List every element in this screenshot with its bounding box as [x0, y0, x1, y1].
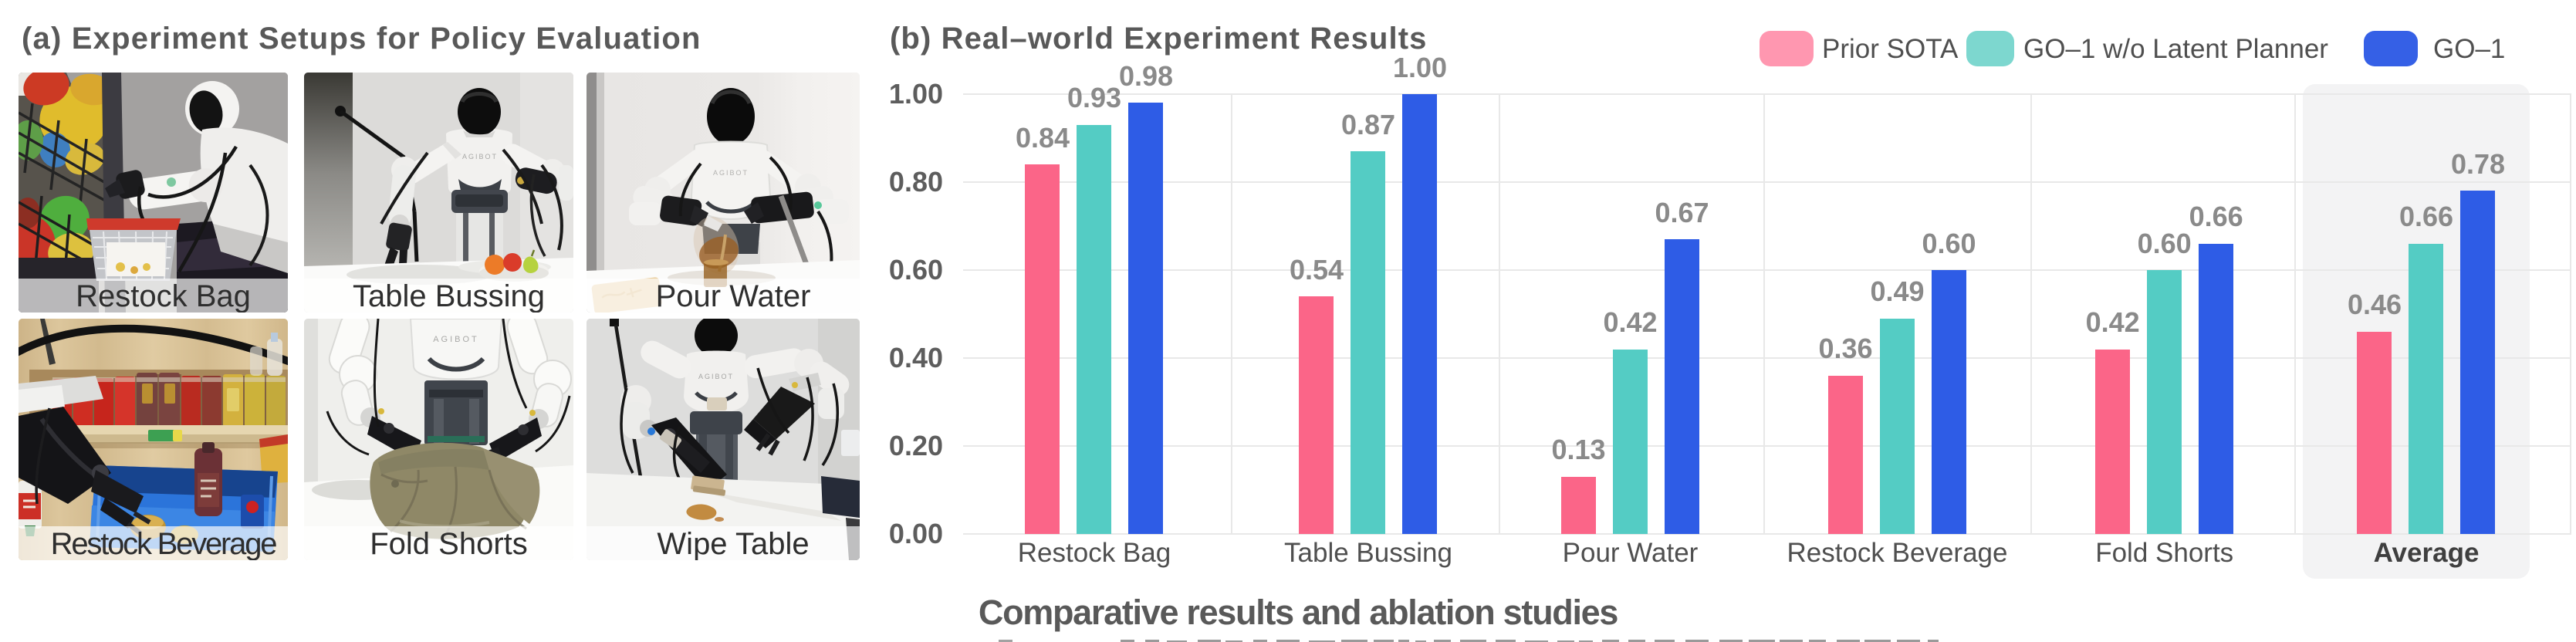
- svg-text:AGIBOT: AGIBOT: [713, 169, 749, 177]
- svg-text:AGIBOT: AGIBOT: [462, 153, 498, 160]
- svg-text:AGIBOT: AGIBOT: [433, 335, 479, 344]
- svg-text:AGIBOT: AGIBOT: [698, 373, 734, 380]
